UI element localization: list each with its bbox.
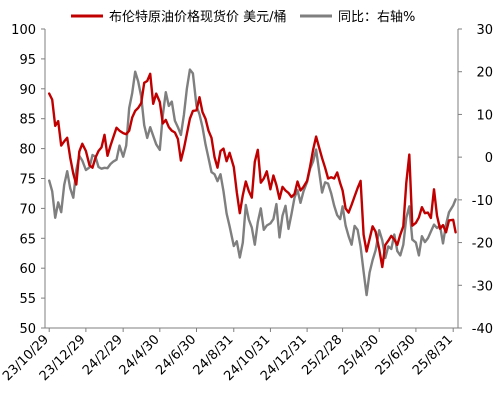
y-right-tick-label: 30 bbox=[476, 23, 493, 38]
y-left-tick-label: 50 bbox=[19, 322, 36, 337]
series-line-yoy bbox=[48, 68, 457, 297]
y-right-tick-label: 20 bbox=[476, 66, 493, 81]
y-left-tick-label: 80 bbox=[19, 143, 36, 158]
x-tick-label: 25/6/30 bbox=[373, 332, 419, 378]
plot-area bbox=[48, 68, 457, 297]
series-line-brent-price bbox=[48, 72, 457, 269]
y-left-tick-label: 90 bbox=[19, 83, 36, 98]
y-right-tick-label: 10 bbox=[476, 108, 493, 123]
y-left-tick-label: 65 bbox=[19, 232, 36, 247]
y-left-tick-label: 95 bbox=[19, 53, 36, 68]
x-tick-label: 25/8/31 bbox=[410, 332, 456, 378]
axes: 50 55 60 65 70 75 80 85 90 95 100 -40 -30 -20 -10 0 10 20… bbox=[0, 23, 493, 384]
legend-label: 布伦特原油价格现货价 美元/桶 bbox=[109, 9, 287, 25]
y-right-tick-label: 0 bbox=[485, 151, 493, 166]
y-left-tick-label: 75 bbox=[19, 173, 36, 188]
y-right-tick-label: -10 bbox=[472, 194, 493, 209]
legend: 布伦特原油价格现货价 美元/桶 同比：右轴% bbox=[71, 9, 415, 25]
y-right-tick-label: -40 bbox=[472, 322, 493, 337]
y-right-tick-label: -30 bbox=[472, 279, 493, 294]
y-left-tick-label: 85 bbox=[19, 113, 36, 128]
x-tick-label: 24/6/30 bbox=[153, 332, 199, 378]
legend-label: 同比：右轴% bbox=[338, 10, 415, 25]
y-left-tick-label: 70 bbox=[19, 202, 36, 217]
y-left-tick-label: 100 bbox=[11, 23, 36, 38]
y-right-tick-label: -20 bbox=[472, 237, 493, 252]
y-left-tick-label: 55 bbox=[19, 292, 36, 307]
y-left-tick-label: 60 bbox=[19, 262, 36, 277]
